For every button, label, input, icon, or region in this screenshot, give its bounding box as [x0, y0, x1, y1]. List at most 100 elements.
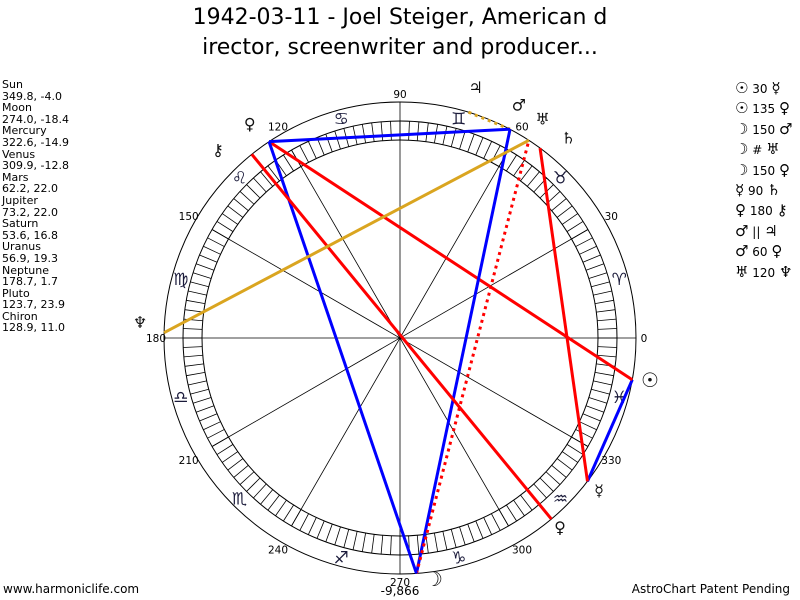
planet-glyph-icon: ☿ — [771, 79, 781, 97]
degree-tick — [207, 237, 225, 247]
degree-tick — [239, 471, 255, 485]
planet-coords: 309.9, -12.8 — [2, 159, 69, 173]
degree-tick — [183, 328, 203, 330]
planet-name: Pluto — [2, 286, 30, 300]
degree-tick — [467, 523, 475, 543]
planet-glyph-icon: ♀ — [779, 99, 791, 118]
degree-tick — [566, 221, 584, 232]
degree-tick — [192, 272, 212, 279]
website-link[interactable]: www.harmoniclife.com — [3, 582, 140, 596]
degree-tick — [253, 483, 267, 499]
degree-tick — [361, 532, 367, 552]
degree-label: 330 — [601, 455, 621, 467]
degree-tick — [591, 281, 610, 288]
degree-tick — [283, 154, 294, 172]
degree-tick — [483, 517, 493, 535]
degree-tick — [267, 494, 280, 511]
degree-tick — [380, 121, 384, 141]
degree-tick — [316, 520, 325, 539]
degree-tick — [275, 499, 287, 516]
degree-tick — [199, 254, 218, 263]
zodiac-sign-icon: ♎ — [173, 388, 188, 408]
planet-name: Neptune — [2, 263, 50, 277]
planet-coords: 274.0, -18.4 — [2, 112, 69, 126]
planet-glyph-icon: ☉ — [735, 79, 749, 97]
planet-glyph-icon: ☽ — [735, 119, 749, 138]
aspect-line — [414, 128, 512, 574]
aspect-line — [250, 153, 553, 521]
degree-tick — [593, 290, 612, 296]
degree-tick — [597, 328, 617, 330]
planet-coords: 73.2, 22.0 — [2, 205, 58, 219]
degree-tick — [186, 299, 206, 305]
planet-position-list: Sun 349.8, -4.0 Moon 274.0, -18.4 Mercury 322… — [2, 79, 69, 334]
degree-tick — [283, 504, 294, 522]
degree-tick — [597, 354, 617, 358]
degree-tick — [390, 535, 392, 555]
degree-tick — [483, 141, 493, 159]
planet-coords: 349.8, -4.0 — [2, 89, 62, 103]
planet-name: Jupiter — [2, 193, 38, 207]
degree-tick — [195, 405, 215, 413]
planet-glyph-icon: ♂ — [779, 119, 793, 138]
degree-tick — [582, 254, 601, 263]
planet-name: Saturn — [2, 217, 39, 231]
degree-tick — [334, 130, 341, 150]
degree-tick — [233, 198, 249, 212]
planet-coords: 62.2, 22.0 — [2, 182, 58, 196]
planet-glyph-icon: ☿ — [735, 181, 745, 200]
degree-tick — [416, 121, 420, 141]
planet-glyph-icon: ☉ — [735, 99, 749, 118]
degree-tick — [596, 309, 616, 313]
aspect-value: 135 — [752, 102, 776, 117]
degree-tick — [556, 205, 573, 218]
degree-tick — [475, 137, 484, 156]
degree-tick — [533, 483, 547, 499]
degree-tick — [371, 534, 375, 554]
degree-tick — [267, 165, 280, 182]
planet-name: Venus — [2, 147, 36, 161]
planet-sun-icon: ☉ — [641, 368, 659, 392]
planet-saturn-icon: ♄ — [561, 128, 575, 147]
degree-tick — [513, 499, 525, 516]
aspect-row: ♂ 60 ♀ — [735, 242, 792, 262]
degree-label: 150 — [179, 211, 199, 223]
degree-tick — [520, 494, 533, 511]
degree-tick — [352, 126, 358, 145]
degree-tick — [450, 529, 457, 548]
degree-tick — [253, 177, 267, 193]
planet-mercury-icon: ☿ — [594, 481, 604, 500]
degree-tick — [188, 290, 207, 296]
degree-tick — [361, 124, 367, 144]
degree-tick — [195, 263, 215, 271]
degree-tick — [260, 171, 274, 187]
degree-label: 60 — [515, 122, 528, 134]
degree-tick — [579, 245, 597, 255]
planet-glyph-icon: ♂ — [735, 242, 749, 261]
planet-glyph-icon: ♅ — [766, 140, 780, 159]
planet-moon-icon: ☽ — [425, 567, 443, 591]
degree-tick — [343, 529, 350, 548]
degree-tick — [506, 154, 517, 172]
degree-tick — [216, 444, 234, 455]
planet-glyph-icon: ♄ — [767, 181, 781, 200]
aspect-line — [163, 138, 530, 334]
degree-tick — [222, 213, 239, 225]
degree-tick — [299, 145, 309, 163]
degree-label: 240 — [268, 544, 288, 556]
degree-tick — [207, 429, 225, 439]
planet-coords: 128.9, 11.0 — [2, 321, 65, 335]
bottom-value-label: -9,866 — [381, 584, 420, 598]
zodiac-sign-icon: ♈ — [612, 270, 627, 290]
degree-tick — [566, 444, 584, 455]
degree-tick — [459, 526, 466, 546]
degree-tick — [239, 191, 255, 205]
aspect-line — [586, 379, 634, 482]
zodiac-sign-icon: ♉ — [553, 168, 568, 188]
degree-tick — [593, 380, 612, 386]
degree-tick — [216, 221, 234, 232]
planet-chiron-icon: ⚷ — [212, 141, 224, 160]
degree-tick — [190, 281, 209, 288]
aspect-row: ♀ 180 ⚷ — [735, 201, 792, 221]
degree-tick — [233, 464, 249, 478]
